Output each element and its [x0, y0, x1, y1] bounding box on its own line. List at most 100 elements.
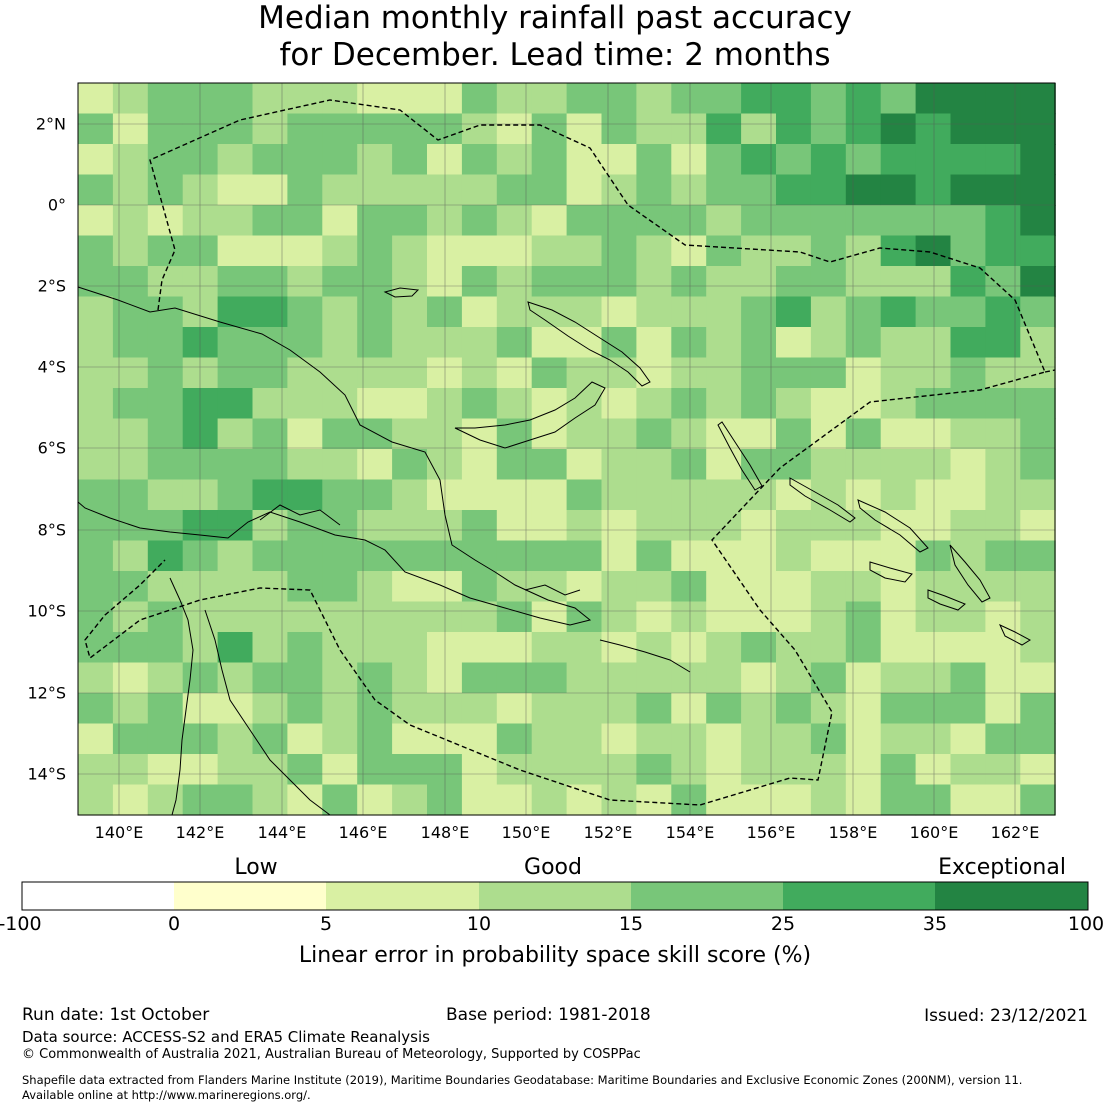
solomon-malaita — [949, 544, 991, 603]
lat-tick-label: 6°S — [37, 438, 66, 458]
skill-score-cell — [741, 479, 777, 511]
skill-score-cell — [706, 266, 742, 298]
skill-score-cell — [845, 418, 882, 450]
skill-score-cell — [182, 723, 219, 755]
skill-score-cell — [671, 601, 707, 633]
skill-score-cell — [601, 601, 637, 633]
skill-score-cell — [217, 327, 254, 359]
skill-score-cell — [461, 754, 498, 786]
skill-score-cell — [706, 571, 742, 603]
skill-score-cell — [78, 205, 114, 237]
skill-score-cell — [322, 83, 358, 115]
skill-score-cell — [636, 479, 672, 511]
skill-score-cell — [322, 632, 358, 664]
skill-score-cell — [112, 418, 149, 450]
skill-score-cell — [671, 296, 707, 328]
skill-score-cell — [78, 327, 114, 359]
skill-score-cell — [845, 266, 882, 298]
copyright-notice: © Commonwealth of Australia 2021, Austra… — [22, 1047, 641, 1062]
skill-score-cell — [601, 205, 637, 237]
skill-score-grid — [78, 83, 1056, 816]
skill-score-cell — [741, 174, 777, 206]
skill-score-cell — [671, 571, 707, 603]
new-ireland-coast — [527, 301, 651, 387]
skill-score-cell — [1020, 205, 1056, 237]
skill-score-cell — [78, 601, 114, 633]
skill-score-cell — [252, 540, 288, 572]
skill-score-cell — [950, 601, 986, 633]
skill-score-cell — [985, 784, 1021, 816]
skill-score-cell — [496, 235, 533, 267]
skill-score-cell — [322, 235, 358, 267]
skill-score-cell — [950, 662, 986, 694]
skill-score-cell — [671, 693, 707, 725]
skill-score-cell — [776, 205, 812, 237]
skill-score-cell — [1020, 510, 1056, 542]
skill-score-cell — [496, 266, 533, 298]
skill-score-cell — [182, 449, 219, 481]
skill-score-cell — [1020, 296, 1056, 328]
skill-score-cell — [636, 510, 672, 542]
skill-score-cell — [950, 174, 986, 206]
skill-score-cell — [531, 723, 568, 755]
skill-score-cell — [147, 540, 184, 572]
skill-score-cell — [915, 113, 952, 145]
colorbar-title: Linear error in probability space skill … — [298, 943, 812, 968]
skill-score-cell — [531, 449, 568, 481]
skill-score-cell — [950, 632, 986, 664]
skill-score-cell — [985, 205, 1021, 237]
skill-score-cell — [880, 174, 917, 206]
skill-score-cell — [78, 754, 114, 786]
skill-score-cell — [706, 723, 742, 755]
skill-score-cell — [741, 296, 777, 328]
skill-score-cell — [880, 205, 917, 237]
skill-score-cell — [531, 235, 568, 267]
skill-score-cell — [810, 449, 847, 481]
skill-score-cell — [182, 357, 219, 389]
skill-score-cell — [392, 205, 428, 237]
skill-score-cell — [566, 479, 603, 511]
skill-score-cell — [112, 449, 149, 481]
skill-score-cell — [985, 754, 1021, 786]
colorbar — [21, 881, 1089, 911]
skill-score-cell — [985, 83, 1021, 115]
skill-score-cell — [147, 510, 184, 542]
skill-score-cell — [880, 418, 917, 450]
skill-score-cell — [636, 418, 672, 450]
skill-score-cell — [636, 754, 672, 786]
skill-score-cell — [915, 266, 952, 298]
cape-york-coast — [169, 577, 194, 816]
skill-score-cell — [810, 418, 847, 450]
skill-score-cell — [112, 693, 149, 725]
skill-score-cell — [776, 449, 812, 481]
skill-score-cell — [601, 144, 637, 176]
skill-score-cell — [78, 723, 114, 755]
skill-score-cell — [287, 388, 323, 420]
skill-score-cell — [601, 784, 637, 816]
skill-score-cell — [880, 144, 917, 176]
category-low-label: Low — [234, 855, 278, 880]
skill-score-cell — [985, 266, 1021, 298]
skill-score-cell — [287, 418, 323, 450]
skill-score-cell — [147, 754, 184, 786]
skill-score-cell — [741, 83, 777, 115]
skill-score-cell — [810, 83, 847, 115]
skill-score-cell — [915, 632, 952, 664]
skill-score-cell — [566, 235, 603, 267]
skill-score-cell — [880, 510, 917, 542]
colorbar-segment-15-25 — [631, 882, 783, 910]
skill-score-cell — [915, 510, 952, 542]
skill-score-cell — [636, 296, 672, 328]
skill-score-cell — [322, 418, 358, 450]
skill-score-cell — [636, 174, 672, 206]
skill-score-cell — [880, 83, 917, 115]
new-guinea-coast — [77, 286, 592, 626]
skill-score-cell — [461, 205, 498, 237]
skill-score-cell — [78, 296, 114, 328]
skill-score-cell — [1020, 418, 1056, 450]
skill-score-cell — [601, 113, 637, 145]
skill-score-cell — [287, 83, 323, 115]
skill-score-cell — [112, 784, 149, 816]
skill-score-cell — [950, 296, 986, 328]
skill-score-cell — [950, 235, 986, 267]
